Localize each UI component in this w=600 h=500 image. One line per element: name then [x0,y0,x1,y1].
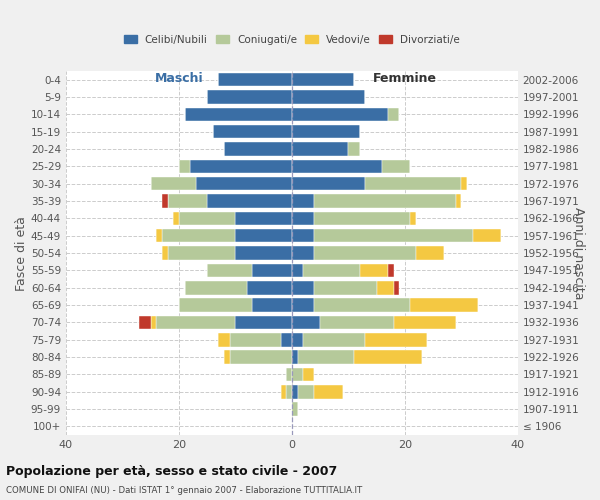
Bar [394,316,455,329]
Bar [190,160,292,173]
Bar [235,246,292,260]
Bar [292,125,359,138]
Bar [162,246,167,260]
Bar [292,90,365,104]
Bar [292,281,314,294]
Bar [314,194,455,208]
Bar [213,125,292,138]
Bar [253,298,292,312]
Bar [230,333,281,346]
Bar [185,108,292,121]
Bar [247,281,292,294]
Bar [303,368,314,381]
Legend: Celibi/Nubili, Coniugati/e, Vedovi/e, Divorziati/e: Celibi/Nubili, Coniugati/e, Vedovi/e, Di… [122,32,462,46]
Bar [281,333,292,346]
Bar [455,194,461,208]
Bar [286,368,292,381]
Bar [314,385,343,398]
Bar [224,142,292,156]
Bar [314,246,416,260]
Bar [410,212,416,225]
Bar [298,350,354,364]
Bar [292,368,303,381]
Bar [314,212,410,225]
Bar [207,264,253,277]
Bar [292,212,314,225]
Bar [207,90,292,104]
Bar [473,229,501,242]
Bar [292,142,349,156]
Bar [218,333,230,346]
Bar [292,264,303,277]
Bar [224,350,230,364]
Bar [235,229,292,242]
Bar [292,402,298,416]
Bar [139,316,151,329]
Bar [167,246,235,260]
Bar [185,281,247,294]
Bar [394,281,399,294]
Text: Popolazione per età, sesso e stato civile - 2007: Popolazione per età, sesso e stato civil… [6,464,337,477]
Bar [382,160,410,173]
Bar [292,385,298,398]
Bar [162,229,235,242]
Text: Maschi: Maschi [155,72,203,85]
Bar [292,246,314,260]
Bar [179,160,190,173]
Bar [410,298,478,312]
Bar [179,212,235,225]
Bar [292,229,314,242]
Bar [292,194,314,208]
Bar [365,333,427,346]
Bar [156,229,162,242]
Bar [292,108,388,121]
Bar [388,264,394,277]
Bar [359,264,388,277]
Bar [156,316,235,329]
Bar [292,160,382,173]
Bar [173,212,179,225]
Bar [218,73,292,86]
Bar [314,298,410,312]
Bar [292,350,298,364]
Bar [207,194,292,208]
Bar [235,316,292,329]
Bar [292,333,303,346]
Y-axis label: Anni di nascita: Anni di nascita [572,207,585,300]
Bar [253,264,292,277]
Y-axis label: Fasce di età: Fasce di età [15,216,28,290]
Bar [314,281,377,294]
Bar [286,385,292,398]
Bar [354,350,422,364]
Bar [235,212,292,225]
Bar [167,194,207,208]
Bar [292,298,314,312]
Bar [320,316,394,329]
Bar [230,350,292,364]
Bar [349,142,359,156]
Bar [292,316,320,329]
Bar [303,264,359,277]
Bar [416,246,445,260]
Text: COMUNE DI ONIFAI (NU) - Dati ISTAT 1° gennaio 2007 - Elaborazione TUTTITALIA.IT: COMUNE DI ONIFAI (NU) - Dati ISTAT 1° ge… [6,486,362,495]
Bar [298,385,314,398]
Bar [388,108,399,121]
Bar [196,177,292,190]
Bar [303,333,365,346]
Bar [314,229,473,242]
Bar [292,73,354,86]
Bar [461,177,467,190]
Bar [365,177,461,190]
Text: Femmine: Femmine [373,72,437,85]
Bar [162,194,167,208]
Bar [377,281,394,294]
Bar [281,385,286,398]
Bar [179,298,253,312]
Bar [292,177,365,190]
Bar [151,177,196,190]
Bar [151,316,156,329]
